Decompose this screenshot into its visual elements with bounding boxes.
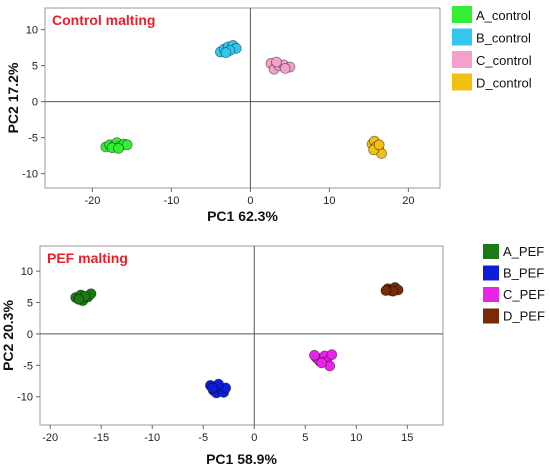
y-tick-label: 0 <box>27 329 33 341</box>
y-tick-label: 0 <box>32 97 38 109</box>
data-point <box>73 293 85 305</box>
data-point <box>380 285 392 296</box>
pca-plot-1: -20 -10 0 10 20 -10 -5 0 5 10 PC1 62.3% PC2 17.2% Co… <box>5 6 532 224</box>
y-axis-label: PC2 17.2% <box>5 62 21 133</box>
legend-swatch <box>483 287 499 302</box>
y-tick-label: 5 <box>32 61 38 73</box>
data-point <box>271 56 282 68</box>
legend-swatch <box>483 265 499 281</box>
legend: A_PEF B_PEF C_PEF D_PEF <box>483 244 545 324</box>
y-tick-label: -5 <box>23 360 33 372</box>
data-point <box>220 47 232 59</box>
data-point <box>316 357 327 369</box>
data-point <box>279 63 291 74</box>
pca-plot-2: -20 -15 -10 -5 0 5 10 15 -10 -5 0 5 10 PC1 58.9% PC2 2… <box>0 244 545 467</box>
x-tick-label: -20 <box>42 432 58 444</box>
data-point <box>326 349 338 361</box>
x-tick-label: 10 <box>323 195 335 207</box>
x-tick-label: -15 <box>93 432 109 444</box>
legend-label: B_PEF <box>503 266 544 281</box>
x-axis-label: PC1 58.9% <box>206 451 277 467</box>
legend-swatch <box>452 51 472 68</box>
y-tick-label: 10 <box>26 25 38 37</box>
legend-label: A_PEF <box>503 244 544 259</box>
y-axis-label: PC2 20.3% <box>0 300 16 371</box>
legend-swatch <box>452 6 472 23</box>
data-point <box>373 139 385 151</box>
data-point <box>113 142 124 154</box>
legend-label: C_PEF <box>503 287 545 302</box>
data-point <box>309 349 320 361</box>
x-tick-label: -10 <box>144 432 160 444</box>
x-tick-label: 15 <box>401 432 413 444</box>
legend-swatch <box>483 244 499 259</box>
x-tick-label: 0 <box>247 195 253 207</box>
y-tick-label: -10 <box>22 169 38 181</box>
legend-label: D_control <box>476 76 532 91</box>
plot-frame <box>44 7 441 189</box>
panel-title: Control malting <box>52 12 155 28</box>
data-point <box>207 382 218 394</box>
plot-frame <box>39 245 444 426</box>
legend: A_control B_control C_control D_control <box>452 6 532 91</box>
x-tick-label: -10 <box>163 195 179 207</box>
y-tick-label: 5 <box>27 298 33 310</box>
legend-label: D_PEF <box>503 309 545 324</box>
legend-swatch <box>452 73 472 91</box>
x-tick-label: 5 <box>302 432 308 444</box>
x-tick-label: 20 <box>402 195 414 207</box>
x-tick-label: 0 <box>251 432 257 444</box>
y-tick-label: 10 <box>21 266 33 278</box>
legend-swatch <box>452 28 472 46</box>
x-tick-label: 10 <box>350 432 362 444</box>
legend-label: C_control <box>476 53 532 68</box>
y-tick-label: -5 <box>28 133 38 145</box>
x-tick-label: -20 <box>84 195 100 207</box>
legend-label: A_control <box>476 8 531 23</box>
x-axis-label: PC1 62.3% <box>207 208 278 224</box>
legend-swatch <box>483 308 499 324</box>
legend-label: B_control <box>476 31 531 46</box>
y-tick-label: -10 <box>17 392 33 404</box>
panel-title: PEF malting <box>47 250 128 266</box>
data-point <box>121 139 133 151</box>
x-tick-label: -5 <box>198 432 208 444</box>
